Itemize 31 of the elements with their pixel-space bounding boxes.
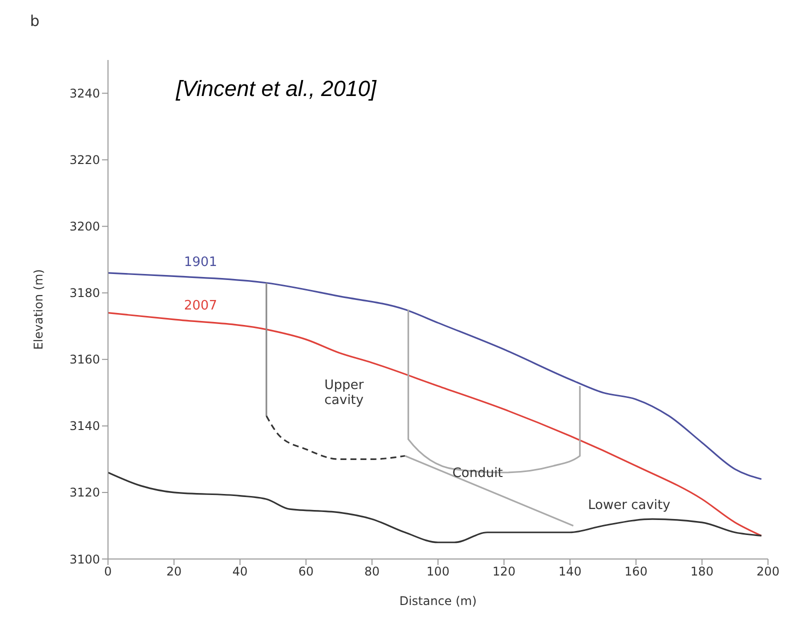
x-tick-label: 160 xyxy=(624,564,648,579)
y-tick-label: 3160 xyxy=(69,352,100,367)
y-tick-label: 3180 xyxy=(69,286,100,300)
x-tick-label: 200 xyxy=(756,564,780,579)
x-tick-label: 20 xyxy=(166,564,182,579)
annotation: [Vincent et al., 2010] xyxy=(176,76,376,102)
line-series xyxy=(266,415,406,460)
y-tick-label: 3100 xyxy=(69,552,100,566)
x-tick-label: 120 xyxy=(492,564,516,579)
x-tick-label: 80 xyxy=(364,564,380,579)
y-tick-label: 3200 xyxy=(69,220,100,234)
y-tick-label: 3240 xyxy=(69,86,100,101)
x-tick-label: 60 xyxy=(298,564,314,579)
series-label: 2007 xyxy=(184,298,218,314)
series-label: 1901 xyxy=(184,255,218,270)
x-tick-label: 100 xyxy=(426,564,450,579)
line-series xyxy=(108,312,762,537)
x-tick-label: 0 xyxy=(104,564,112,579)
annotation: Lower cavity xyxy=(588,498,670,513)
annotation: Conduit xyxy=(452,466,503,482)
x-tick-label: 180 xyxy=(690,564,714,579)
line-series xyxy=(108,272,762,480)
x-tick-label: 40 xyxy=(232,564,248,579)
y-tick-label: 3120 xyxy=(69,486,100,500)
text: b xyxy=(30,12,40,30)
y-axis-title: Elevation (m) xyxy=(31,269,46,350)
y-tick-label: 3140 xyxy=(69,419,100,434)
x-tick-label: 140 xyxy=(558,564,582,579)
annotation: Upper cavity xyxy=(323,378,365,408)
y-tick-label: 3220 xyxy=(69,153,100,168)
x-axis-title: Distance (m) xyxy=(399,594,477,608)
